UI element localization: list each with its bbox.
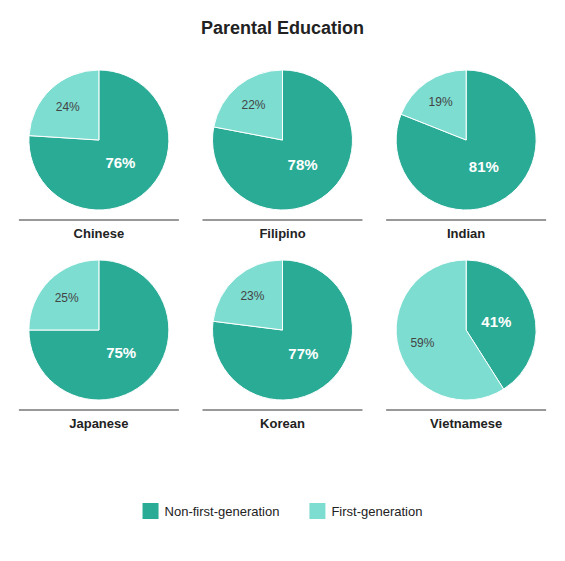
pie-slice <box>396 260 504 400</box>
data-label: 75% <box>106 344 136 361</box>
separator <box>203 410 363 411</box>
group-label: Korean <box>260 416 305 431</box>
pie-slice <box>213 260 282 330</box>
pie: 41% 59% <box>396 260 536 400</box>
data-label: 25% <box>55 291 79 305</box>
data-label: 41% <box>481 313 511 330</box>
legend-swatch <box>309 503 325 519</box>
data-label: 77% <box>288 345 318 362</box>
data-label: 78% <box>288 156 318 173</box>
data-label: 23% <box>240 289 264 303</box>
pie-slice <box>401 70 466 140</box>
pie: 77% 23% <box>213 260 353 400</box>
separator <box>203 220 363 221</box>
pie-slice <box>396 70 536 210</box>
pie-slice <box>29 70 169 210</box>
chart: Parental Education 76% 24% Chinese 78% 22% Fil… <box>0 0 565 561</box>
data-label: 76% <box>105 154 135 171</box>
pie: 81% 19% <box>396 70 536 210</box>
legend: Non-first-generation First-generation <box>143 503 423 519</box>
legend-item: First-generation <box>309 503 422 519</box>
pie-slice <box>213 70 353 210</box>
group-label: Vietnamese <box>430 416 502 431</box>
group-label: Filipino <box>259 226 305 241</box>
legend-swatch <box>143 503 159 519</box>
group-label: Japanese <box>69 416 128 431</box>
separator <box>386 220 546 221</box>
pie-slice <box>29 260 169 400</box>
pie: 78% 22% <box>213 70 353 210</box>
data-label: 81% <box>469 158 499 175</box>
separator <box>386 410 546 411</box>
separator <box>19 410 179 411</box>
data-label: 22% <box>241 98 265 112</box>
pie-slice <box>29 260 99 330</box>
pie-slice <box>213 260 353 400</box>
pie: 75% 25% <box>29 260 169 400</box>
legend-item: Non-first-generation <box>143 503 280 519</box>
data-label: 59% <box>410 336 434 350</box>
group-label: Chinese <box>74 226 125 241</box>
group-label: Indian <box>447 226 485 241</box>
legend-label: First-generation <box>331 504 422 519</box>
pie-slice <box>214 70 283 140</box>
legend-label: Non-first-generation <box>165 504 280 519</box>
title: Parental Education <box>201 18 364 38</box>
data-label: 19% <box>429 95 453 109</box>
separator <box>19 220 179 221</box>
pie: 76% 24% <box>29 70 169 210</box>
data-label: 24% <box>56 100 80 114</box>
pie-slice <box>29 70 99 140</box>
